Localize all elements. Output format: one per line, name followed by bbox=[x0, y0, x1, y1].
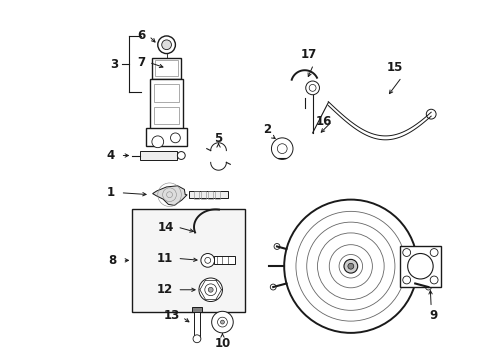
Bar bbox=[194, 309, 200, 339]
Text: 2: 2 bbox=[263, 122, 271, 136]
Bar bbox=[154, 84, 179, 102]
Circle shape bbox=[217, 317, 227, 327]
Bar bbox=[201, 191, 205, 199]
Circle shape bbox=[347, 263, 353, 269]
Circle shape bbox=[208, 287, 213, 292]
Circle shape bbox=[402, 249, 410, 256]
Bar bbox=[192, 307, 202, 312]
Bar bbox=[132, 210, 244, 312]
Circle shape bbox=[305, 81, 319, 95]
Text: 17: 17 bbox=[300, 48, 316, 61]
Text: 10: 10 bbox=[214, 337, 230, 350]
Bar bbox=[214, 191, 219, 199]
Text: 5: 5 bbox=[214, 132, 222, 145]
Text: 15: 15 bbox=[386, 61, 402, 74]
Circle shape bbox=[429, 276, 437, 284]
Circle shape bbox=[193, 335, 201, 343]
Circle shape bbox=[425, 284, 430, 290]
Text: 9: 9 bbox=[428, 309, 436, 322]
Text: 1: 1 bbox=[106, 186, 115, 199]
Bar bbox=[155, 60, 178, 76]
Circle shape bbox=[277, 144, 286, 153]
Circle shape bbox=[162, 40, 171, 50]
Circle shape bbox=[426, 109, 435, 119]
Circle shape bbox=[343, 259, 357, 273]
Bar bbox=[213, 256, 235, 264]
Bar bbox=[207, 191, 212, 199]
Bar bbox=[152, 58, 181, 79]
Text: 3: 3 bbox=[110, 58, 119, 71]
Text: 13: 13 bbox=[163, 309, 179, 322]
Bar bbox=[146, 128, 187, 146]
Text: 8: 8 bbox=[108, 254, 117, 267]
Circle shape bbox=[204, 257, 210, 263]
Text: 14: 14 bbox=[157, 221, 173, 234]
Circle shape bbox=[407, 253, 432, 279]
Bar bbox=[150, 79, 183, 133]
Bar bbox=[194, 191, 199, 199]
Circle shape bbox=[284, 199, 417, 333]
Text: 12: 12 bbox=[156, 283, 172, 296]
Circle shape bbox=[211, 311, 233, 333]
Circle shape bbox=[170, 133, 180, 143]
Circle shape bbox=[220, 320, 224, 324]
Circle shape bbox=[271, 138, 292, 159]
Circle shape bbox=[201, 253, 214, 267]
Circle shape bbox=[308, 85, 315, 91]
Circle shape bbox=[152, 136, 163, 148]
Text: 4: 4 bbox=[106, 149, 115, 162]
Circle shape bbox=[177, 152, 185, 159]
Circle shape bbox=[204, 284, 216, 296]
Bar bbox=[399, 246, 440, 287]
Bar bbox=[154, 107, 179, 124]
Circle shape bbox=[158, 36, 175, 54]
Text: 7: 7 bbox=[137, 56, 145, 69]
Text: 6: 6 bbox=[137, 30, 145, 42]
Circle shape bbox=[270, 284, 276, 290]
Bar bbox=[189, 191, 228, 198]
Circle shape bbox=[273, 243, 279, 249]
Text: 11: 11 bbox=[156, 252, 172, 265]
Text: 16: 16 bbox=[315, 115, 331, 128]
Bar bbox=[140, 150, 177, 161]
Circle shape bbox=[199, 278, 222, 302]
Polygon shape bbox=[152, 186, 187, 206]
Circle shape bbox=[429, 249, 437, 256]
Circle shape bbox=[402, 276, 410, 284]
